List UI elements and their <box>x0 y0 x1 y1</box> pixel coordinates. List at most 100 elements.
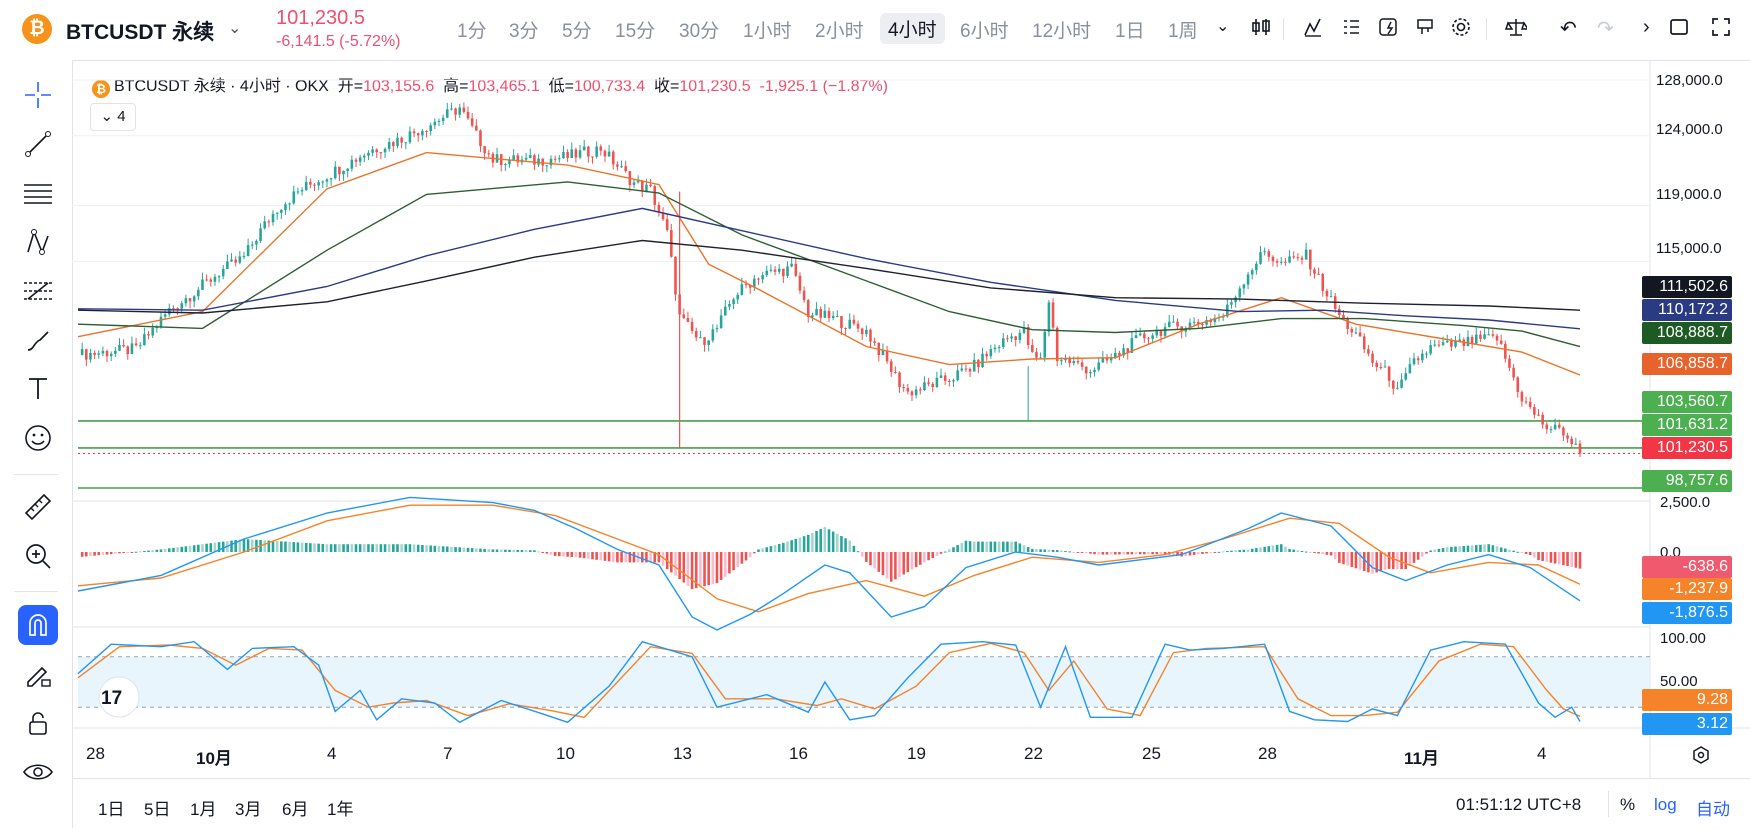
auto-toggle[interactable]: 自动 <box>1696 800 1730 819</box>
macd-histogram-bar <box>528 550 532 552</box>
candle-body <box>495 154 499 163</box>
candle-body <box>1309 249 1312 270</box>
candle-body <box>599 146 603 151</box>
candle-body <box>213 276 217 282</box>
range-1y[interactable]: 1年 <box>327 800 354 819</box>
macd-histogram-bar <box>1180 552 1183 557</box>
templates-icon[interactable] <box>1340 16 1362 44</box>
unlock-icon[interactable] <box>18 703 58 743</box>
macd-histogram-bar <box>566 552 569 557</box>
candle-body <box>860 328 864 335</box>
chevron-down-icon[interactable]: ⌄ <box>228 20 242 37</box>
macd-histogram-bar <box>300 542 304 552</box>
lock-pencil-icon[interactable] <box>18 654 58 694</box>
timeframe-1d[interactable]: 1日 <box>1115 21 1145 42</box>
candle-body <box>1055 327 1059 361</box>
candle-body <box>1383 366 1387 368</box>
macd-histogram-bar <box>1105 552 1109 555</box>
zoom-in-icon[interactable] <box>18 536 58 576</box>
timeframe-12h[interactable]: 12小时 <box>1032 21 1092 42</box>
macd-histogram-bar <box>678 552 681 580</box>
text-icon[interactable] <box>18 369 58 409</box>
range-6m[interactable]: 6月 <box>282 800 309 819</box>
x-axis-tick: 7 <box>443 744 453 763</box>
candle-body <box>1080 362 1084 367</box>
redo-icon[interactable]: ↷ <box>1597 18 1614 40</box>
candle-body <box>1562 427 1565 436</box>
expand-icon[interactable] <box>1710 16 1732 44</box>
log-toggle[interactable]: log <box>1654 795 1677 814</box>
macd-histogram-bar <box>918 552 922 565</box>
candle-body <box>1238 288 1242 298</box>
macd-histogram-bar <box>317 543 320 552</box>
timeframe-3m[interactable]: 3分 <box>509 21 539 42</box>
timeframe-4h[interactable]: 4小时 <box>880 13 945 44</box>
crosshair-icon[interactable] <box>18 75 58 115</box>
chevron-right-icon[interactable]: › <box>1643 16 1650 38</box>
brush-icon[interactable] <box>18 320 58 360</box>
symbol-title[interactable]: BTCUSDT 永续 <box>66 21 215 44</box>
candle-body <box>997 347 1001 349</box>
candle-body <box>1068 358 1071 364</box>
timeframe-6h[interactable]: 6小时 <box>960 21 1009 42</box>
macd-histogram-bar <box>396 544 399 552</box>
clock-time[interactable]: 01:51:12 UTC+8 <box>1456 795 1582 814</box>
chevron-down-icon[interactable]: ⌄ <box>1216 18 1230 35</box>
eye-icon[interactable] <box>18 752 58 792</box>
candle-body <box>147 334 150 336</box>
candle-body <box>309 181 312 185</box>
macd-histogram-bar <box>736 552 740 567</box>
candle-body <box>699 337 702 339</box>
timeframe-1h[interactable]: 1小时 <box>743 21 792 42</box>
macd-histogram-bar <box>325 544 329 552</box>
trend-line-icon[interactable] <box>18 124 58 164</box>
candle-body <box>1557 424 1561 428</box>
scale-icon[interactable] <box>1504 16 1530 44</box>
candle-body <box>317 182 320 186</box>
ruler-icon[interactable] <box>18 487 58 527</box>
candlestick-type-icon[interactable] <box>1250 16 1272 44</box>
indicator-toggle[interactable]: ⌄ 4 <box>90 103 136 131</box>
pattern-icon[interactable] <box>18 222 58 262</box>
candle-body <box>379 152 383 154</box>
candle-body <box>1026 326 1030 346</box>
range-5d[interactable]: 5日 <box>144 800 171 819</box>
gear-icon[interactable] <box>1450 16 1472 44</box>
macd-histogram-bar <box>1466 545 1470 552</box>
replay-icon[interactable] <box>1414 16 1436 44</box>
timeframe-2h[interactable]: 2小时 <box>815 21 864 42</box>
horizontal-lines-icon[interactable] <box>18 173 58 213</box>
macd-histogram-bar <box>1259 547 1262 552</box>
macd-histogram-bar <box>1217 551 1221 553</box>
macd-histogram-bar <box>400 544 403 552</box>
range-1m[interactable]: 1月 <box>190 800 217 819</box>
timeframe-30m[interactable]: 30分 <box>679 21 720 42</box>
fibonacci-icon[interactable] <box>18 271 58 311</box>
legend-title[interactable]: BTCUSDT 永续 · 4小时 · OKX <box>114 78 329 95</box>
top-toolbar: ₿ BTCUSDT 永续 ⌄ 101,230.5 -6,141.5 (-5.72… <box>0 0 1750 61</box>
range-3m[interactable]: 3月 <box>235 800 262 819</box>
percent-toggle[interactable]: % <box>1620 795 1636 814</box>
range-1d[interactable]: 1日 <box>98 800 125 819</box>
undo-icon[interactable]: ↶ <box>1560 18 1577 40</box>
timeframe-15m[interactable]: 15分 <box>615 21 656 42</box>
timeframe-1w[interactable]: 1周 <box>1168 21 1198 42</box>
candle-body <box>1553 424 1557 430</box>
macd-histogram-bar <box>819 529 822 552</box>
alert-icon[interactable] <box>1377 16 1399 44</box>
chart-settings-icon[interactable] <box>1690 744 1712 771</box>
magnet-icon[interactable] <box>18 605 58 645</box>
candle-body <box>487 153 491 155</box>
maximize-icon[interactable] <box>1668 16 1690 44</box>
indicators-icon[interactable] <box>1302 16 1324 44</box>
macd-histogram-bar <box>1338 552 1341 563</box>
candle-body <box>1321 274 1325 291</box>
macd-histogram-bar <box>520 550 524 552</box>
timeframe-1m[interactable]: 1分 <box>457 21 487 42</box>
candle-body <box>1499 340 1503 344</box>
emoji-icon[interactable] <box>18 418 58 458</box>
timeframe-5m[interactable]: 5分 <box>562 21 592 42</box>
candle-body <box>1172 321 1175 323</box>
candle-body <box>155 327 159 329</box>
